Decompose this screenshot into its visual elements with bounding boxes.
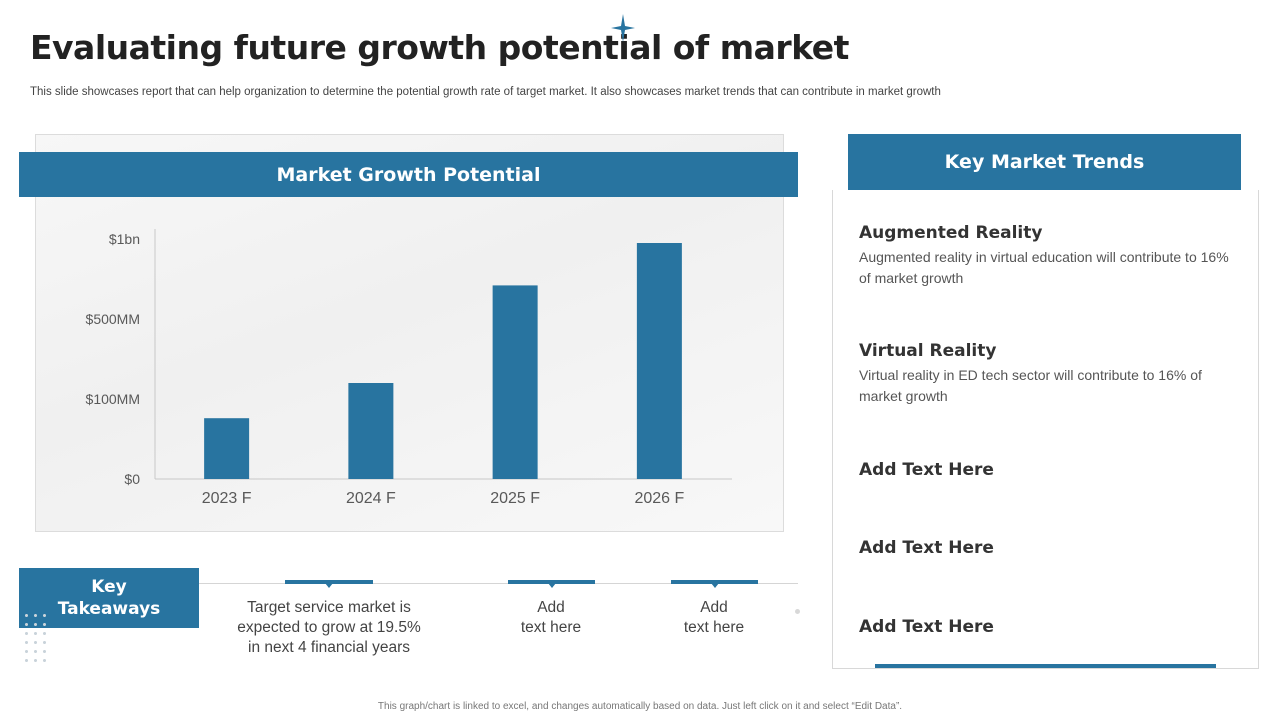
footer-note: This graph/chart is linked to excel, and… (377, 701, 903, 712)
takeaway-text: Add text here (683, 599, 745, 636)
trends-title: Key Market Trends (848, 134, 1241, 190)
y-tick-label: $0 (124, 471, 140, 487)
bar[interactable] (636, 243, 682, 479)
x-tick-label: 2025 F (490, 490, 540, 507)
takeaways-end-dot (795, 609, 800, 614)
takeaway-marker (508, 580, 595, 588)
takeaway-marker (285, 580, 373, 588)
chart-title: Market Growth Potential (19, 152, 798, 197)
trend-description: Virtual reality in ED tech sector will c… (859, 367, 1202, 404)
y-tick-label: $1bn (109, 231, 140, 247)
trend-heading: Virtual Reality (859, 341, 997, 361)
bar[interactable] (348, 383, 394, 479)
page-subtitle: This slide showcases report that can hel… (30, 86, 941, 98)
y-tick-label: $500MM (86, 311, 140, 327)
takeaway-text: Add text here (520, 599, 582, 636)
dot-pattern-decoration (22, 611, 50, 663)
bar[interactable] (492, 285, 538, 479)
trend-heading: Augmented Reality (859, 223, 1043, 243)
x-tick-label: 2023 F (202, 490, 252, 507)
page-title: Evaluating future growth potential of ma… (30, 28, 849, 67)
sparkle-icon (611, 14, 635, 42)
trends-panel (832, 190, 1259, 669)
trend-heading: Add Text Here (859, 538, 994, 558)
bar[interactable] (204, 418, 250, 479)
key-takeaways-label: Key Takeaways (19, 568, 199, 628)
trend-description: Augmented reality in virtual education w… (859, 249, 1229, 286)
takeaways-divider (199, 583, 798, 584)
trend-heading: Add Text Here (859, 460, 994, 480)
trends-bottom-bar (875, 664, 1216, 668)
trend-heading: Add Text Here (859, 617, 994, 637)
x-tick-label: 2026 F (634, 490, 684, 507)
takeaway-marker (671, 580, 758, 588)
x-tick-label: 2024 F (346, 490, 396, 507)
takeaway-text: Target service market is expected to gro… (237, 599, 421, 656)
y-tick-label: $100MM (86, 391, 140, 407)
